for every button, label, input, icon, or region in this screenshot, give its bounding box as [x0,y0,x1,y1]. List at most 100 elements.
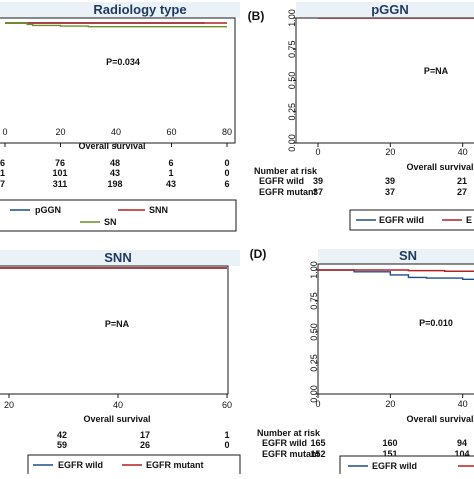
risk-value-C: 0 [224,440,229,450]
legend-label-C: EGFR mutant [146,460,204,470]
x-tick-label-A: 60 [166,127,176,137]
p-value-C: P=NA [105,319,130,329]
risk-value-B: 37 [385,187,395,197]
x-tick-label-D: 0 [315,399,320,409]
y-tick-label-B: 0.25 [287,103,297,121]
legend-box-B [349,209,474,231]
title-band-B [296,2,474,18]
risk-value-A: 317 [0,179,5,189]
risk-value-D: 151 [382,449,397,459]
y-tick-label-D: 1.00 [309,261,319,279]
title-band-A [0,2,240,18]
chart-title-C: SNN [104,250,131,265]
chart-title-D: SN [399,248,417,263]
panel-label-D: (D) [250,247,267,261]
x-tick-label-B: 20 [385,147,395,157]
risk-title-D: Number at risk [257,428,321,438]
risk-row-label-D: EGFR mutant [262,449,320,459]
x-tick-label-C: 40 [113,400,123,410]
x-axis-label-B: Overall survival [406,162,473,172]
x-tick-label-C: 60 [222,400,232,410]
p-value-A: P=0.034 [106,57,140,67]
p-value-D: P=0.010 [419,318,453,328]
survival-line-D-1 [318,269,474,272]
x-tick-label-C: 20 [4,400,14,410]
survival-line-A-2 [5,22,227,28]
risk-value-A: 76 [55,158,65,168]
legend-label-B: EGFR wild [379,215,424,225]
chart-title-B: pGGN [371,2,409,17]
risk-value-A: 0 [224,158,229,168]
risk-value-A: 43 [166,179,176,189]
y-tick-label-B: 0.75 [287,40,297,58]
risk-value-B: 37 [313,187,323,197]
legend-label-D: EGFR wild [372,461,417,471]
risk-value-A: 76 [0,158,5,168]
risk-value-D: 94 [457,438,467,448]
risk-value-B: 39 [313,176,323,186]
panel-label-B: (B) [248,9,265,23]
x-tick-label-D: 20 [385,399,395,409]
y-tick-label-B: 0.50 [287,72,297,90]
risk-value-D: 104 [454,449,469,459]
risk-value-A: 0 [224,168,229,178]
risk-value-C: 42 [57,430,67,440]
risk-value-B: 21 [457,176,467,186]
x-tick-label-B: 40 [458,147,468,157]
title-band-C [0,250,240,266]
risk-row-label-D: EGFR wild [262,438,307,448]
risk-value-B: 27 [457,187,467,197]
risk-value-B: 39 [385,176,395,186]
legend-label-C: EGFR wild [58,460,103,470]
plot-frame-C [0,265,229,395]
risk-row-label-B: EGFR wild [259,176,304,186]
risk-title-B: Number at risk [254,166,318,176]
y-tick-label-D: 0.00 [309,385,319,403]
x-axis-label-A: Overall survival [78,141,145,151]
x-axis-label-C: Overall survival [83,414,150,424]
risk-value-D: 152 [310,449,325,459]
y-tick-label-D: 0.50 [309,323,319,341]
x-tick-label-D: 40 [458,399,468,409]
risk-value-A: 6 [168,158,173,168]
legend-label-A: SN [104,217,117,227]
p-value-B: P=NA [424,66,449,76]
risk-value-D: 165 [310,438,325,448]
risk-row-label-B: EGFR mutant [259,187,317,197]
legend-box-A [0,199,237,232]
risk-value-D: 160 [382,438,397,448]
legend-label-B: E [466,215,472,225]
plot-frame-B [295,17,474,144]
y-tick-label-B: 0.00 [287,134,297,152]
plot-frame-D [317,263,474,395]
legend-label-A: SNN [149,205,168,215]
plot-frame-A [0,17,236,144]
x-tick-label-B: 0 [315,147,320,157]
risk-value-A: 01 [0,168,5,178]
risk-value-A: 311 [53,179,68,189]
risk-value-C: 59 [57,440,67,450]
risk-value-C: 17 [140,430,150,440]
risk-value-A: 1 [168,168,173,178]
x-tick-label-A: 20 [55,127,65,137]
risk-value-C: 1 [224,430,229,440]
chart-title-A: Radiology type [93,2,186,17]
legend-label-A: pGGN [35,205,61,215]
risk-value-A: 43 [110,168,120,178]
risk-value-A: 6 [224,179,229,189]
x-tick-label-A: 40 [111,127,121,137]
x-axis-label-D: Overall survival [406,414,473,424]
y-tick-label-D: 0.25 [309,354,319,372]
x-tick-label-A: 80 [222,127,232,137]
risk-value-C: 26 [140,440,150,450]
risk-value-A: 198 [107,179,122,189]
risk-value-A: 101 [52,168,67,178]
x-tick-label-A: 0 [2,127,7,137]
y-tick-label-B: 1.00 [287,9,297,27]
risk-value-A: 48 [110,158,120,168]
y-tick-label-D: 0.75 [309,292,319,310]
title-band-D [318,249,474,265]
survival-line-D-0 [318,269,474,280]
